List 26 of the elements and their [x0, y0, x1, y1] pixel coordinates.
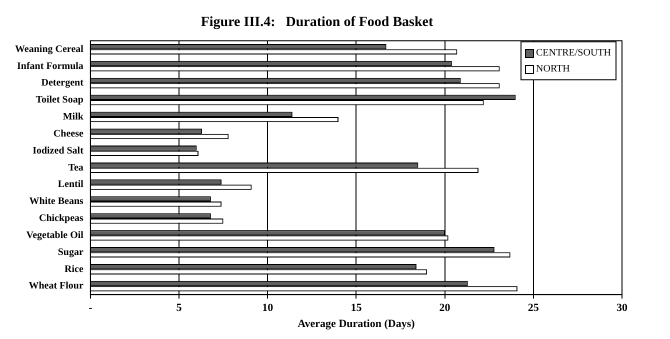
x-tick-label: 15 — [350, 302, 362, 314]
chart-title: Figure III.4: Duration of Food Basket — [200, 15, 434, 30]
x-tick-label: 20 — [439, 302, 451, 314]
y-tick-label: Tea — [68, 162, 84, 174]
y-tick-label: Weaning Cereal — [14, 44, 84, 55]
x-axis-title: Average Duration (Days) — [298, 318, 416, 330]
legend-label: NORTH — [536, 63, 570, 74]
x-tick-label: - — [88, 302, 93, 314]
x-tick-label: 10 — [262, 302, 274, 314]
y-tick-label: Cheese — [53, 128, 84, 140]
legend-label: CENTRE/SOUTH — [536, 47, 611, 58]
x-tick-label: 5 — [176, 302, 182, 314]
y-tick-label: Sugar — [58, 246, 84, 258]
y-tick-label: Rice — [64, 264, 84, 275]
x-tick-label: 30 — [616, 302, 628, 314]
y-tick-label: Toilet Soap — [36, 94, 84, 106]
y-tick-label: Detergent — [41, 78, 84, 89]
y-tick-label: Milk — [62, 112, 84, 123]
y-tick-label: Chickpeas — [38, 213, 84, 224]
x-tick-label: 25 — [528, 302, 540, 314]
y-tick-label: Iodized Salt — [32, 145, 84, 156]
y-tick-label: Infant Formula — [17, 60, 84, 72]
y-tick-label: Vegetable Oil — [26, 230, 84, 241]
y-tick-label: White Beans — [29, 196, 84, 208]
y-tick-label: Lentil — [58, 179, 84, 190]
y-tick-label: Wheat Flour — [28, 280, 84, 292]
